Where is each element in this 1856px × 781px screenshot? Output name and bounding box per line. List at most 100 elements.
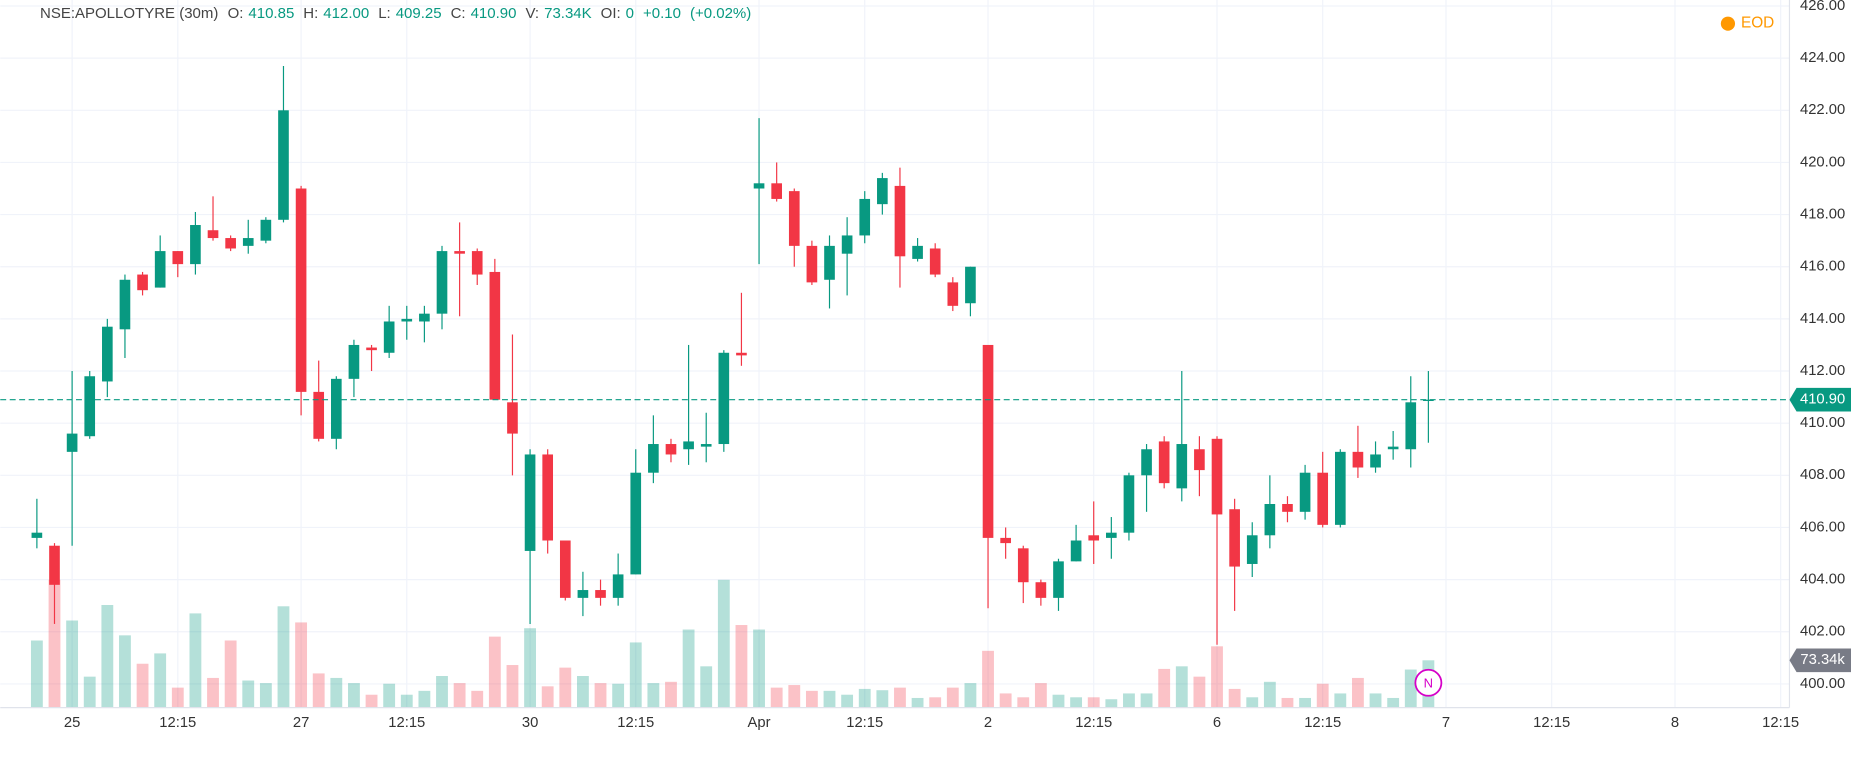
candle-body xyxy=(401,318,413,322)
x-tick-label: 12:15 xyxy=(1075,715,1112,731)
y-tick-label: 400.00 xyxy=(1800,676,1845,692)
field-value: 409.25 xyxy=(395,5,442,22)
volume-bar xyxy=(1087,697,1100,708)
candle-body xyxy=(524,454,536,551)
candle-body xyxy=(824,245,835,280)
candle-body xyxy=(595,590,606,598)
volume-bar xyxy=(1246,697,1259,708)
volume-bar xyxy=(66,620,79,708)
y-tick-label: 406.00 xyxy=(1800,519,1845,535)
candle-body xyxy=(612,574,624,598)
candle-body xyxy=(577,590,589,598)
volume-bar xyxy=(876,690,889,708)
volume-bar xyxy=(647,683,660,708)
field-label: C: xyxy=(450,5,466,22)
badge[interactable]: EOD xyxy=(1741,15,1774,32)
volume-bar xyxy=(453,683,466,708)
symbol[interactable]: NSE:APOLLOTYRE (30m) xyxy=(40,5,219,22)
y-tick-label: 404.00 xyxy=(1800,572,1845,588)
candle-body xyxy=(788,191,800,246)
volume-bar xyxy=(612,683,625,708)
candle-body xyxy=(348,344,360,379)
volume-bar xyxy=(312,673,325,708)
field-value: 410.90 xyxy=(470,5,517,22)
volume-tag-label: 73.34k xyxy=(1800,652,1845,668)
volume-bar xyxy=(119,635,131,708)
volume-bar xyxy=(101,605,114,708)
volume-bar xyxy=(946,687,959,708)
volume-bar xyxy=(1211,646,1223,708)
volume-bar xyxy=(30,640,43,708)
volume-bar xyxy=(488,636,501,708)
candle-body xyxy=(260,219,272,241)
candle-body xyxy=(648,444,659,473)
volume-bar xyxy=(594,683,607,708)
x-tick-label: 6 xyxy=(1213,715,1221,731)
x-tick-label: 12:15 xyxy=(1304,715,1341,731)
volume-bar xyxy=(506,665,519,708)
candle-body xyxy=(947,282,959,306)
volume-bar xyxy=(365,694,378,708)
volume-pane xyxy=(30,579,1435,708)
candle-body xyxy=(119,279,131,330)
candle-body xyxy=(1123,475,1135,533)
badge-dot xyxy=(1720,16,1736,31)
field-label: O: xyxy=(227,5,244,22)
volume-bar xyxy=(911,697,924,708)
candle-body xyxy=(1194,449,1205,471)
candle-body xyxy=(1017,548,1029,583)
volume-bar xyxy=(964,683,977,708)
candle-body xyxy=(1264,503,1276,536)
volume-bar xyxy=(1387,697,1400,708)
volume-bar xyxy=(1140,693,1153,708)
y-tick-label: 410.00 xyxy=(1800,415,1845,431)
volume-bar xyxy=(348,683,360,708)
candle-body xyxy=(1176,444,1188,489)
legend-header: NSE:APOLLOTYRE (30m) O: 410.85 H: 412.00 L: 4… xyxy=(40,5,760,22)
volume-bar xyxy=(1299,697,1312,708)
price-tag xyxy=(1789,387,1851,412)
volume-bar xyxy=(48,579,61,708)
x-tick-label: 2 xyxy=(984,715,992,731)
volume-bar xyxy=(929,697,942,708)
x-tick-label: 7 xyxy=(1442,715,1450,731)
candle-body xyxy=(1229,509,1240,567)
field-value: 0 xyxy=(625,5,635,22)
event-marker xyxy=(1414,668,1443,697)
volume-bar xyxy=(894,687,906,708)
candle-body xyxy=(929,248,941,275)
event-marker-label: N xyxy=(1424,675,1433,690)
volume-bar xyxy=(805,690,818,708)
x-tick-label: 30 xyxy=(522,715,538,731)
x-tick-label: 8 xyxy=(1671,715,1679,731)
volume-bar xyxy=(1316,683,1329,708)
candle-body xyxy=(753,183,765,189)
field-value: 412.00 xyxy=(323,5,370,22)
volume-bar xyxy=(1263,681,1276,708)
grid xyxy=(0,0,1790,708)
y-tick-label: 416.00 xyxy=(1800,259,1845,275)
volume-bar xyxy=(1334,693,1347,708)
y-tick-label: 424.00 xyxy=(1800,50,1845,66)
volume-bar xyxy=(1404,669,1417,708)
y-tick-label: 422.00 xyxy=(1800,102,1845,118)
volume-tag xyxy=(1789,648,1851,673)
candle-body xyxy=(700,444,712,447)
volume-bar xyxy=(629,642,642,708)
candle-body xyxy=(225,238,236,249)
candle-body xyxy=(295,188,307,392)
x-tick-label: 12:15 xyxy=(1533,715,1570,731)
candle-body xyxy=(1158,441,1170,484)
volume-bar xyxy=(136,663,149,708)
change: +0.10 xyxy=(643,5,681,22)
candle-body xyxy=(102,326,113,382)
candle-body xyxy=(1299,472,1311,512)
x-tick-label: 12:15 xyxy=(617,715,654,731)
volume-bar xyxy=(277,606,290,708)
candle-body xyxy=(1106,532,1117,538)
candle-body xyxy=(965,266,976,304)
field-label: V: xyxy=(525,5,540,22)
candle-body xyxy=(1035,582,1047,598)
volume-bar xyxy=(717,579,730,708)
candle-body xyxy=(1053,561,1064,598)
